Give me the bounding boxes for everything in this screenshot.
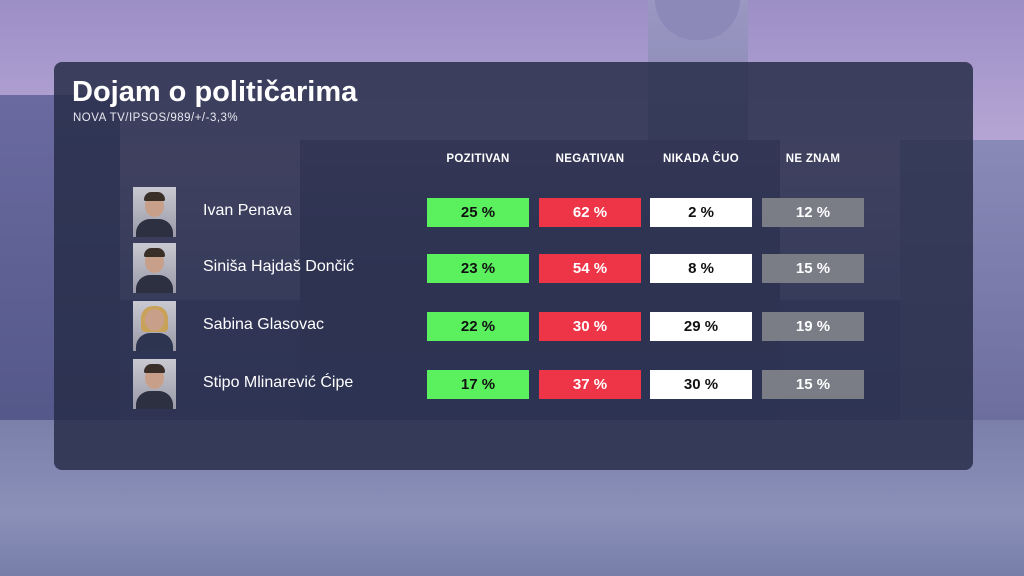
cell-nikada-cuo: 30 % xyxy=(650,370,752,399)
politician-name: Siniša Hajdaš Dončić xyxy=(203,258,355,275)
avatar xyxy=(133,187,176,237)
politician-name: Stipo Mlinarević Ćipe xyxy=(203,374,354,391)
cell-nikada-cuo: 2 % xyxy=(650,198,752,227)
poll-panel: Dojam o političarima NOVA TV/IPSOS/989/+… xyxy=(54,62,973,470)
cell-pozitivan: 22 % xyxy=(427,312,529,341)
column-header-ne-znam: NE ZNAM xyxy=(785,153,841,165)
cell-pozitivan: 25 % xyxy=(427,198,529,227)
cell-pozitivan: 17 % xyxy=(427,370,529,399)
cell-ne-znam: 15 % xyxy=(762,370,864,399)
table-row: Sabina Glasovac 22 % 30 % 29 % 19 % xyxy=(54,301,973,353)
cell-ne-znam: 12 % xyxy=(762,198,864,227)
column-header-negativan: NEGATIVAN xyxy=(555,153,625,165)
avatar xyxy=(133,301,176,351)
politician-name: Sabina Glasovac xyxy=(203,316,324,333)
table-row: Ivan Penava 25 % 62 % 2 % 12 % xyxy=(54,187,973,239)
page-title: Dojam o političarima xyxy=(72,76,358,108)
table-row: Stipo Mlinarević Ćipe 17 % 37 % 30 % 15 … xyxy=(54,359,973,411)
poll-source: NOVA TV/IPSOS/989/+/-3,3% xyxy=(73,112,239,124)
cell-negativan: 37 % xyxy=(539,370,641,399)
cell-negativan: 62 % xyxy=(539,198,641,227)
politician-name: Ivan Penava xyxy=(203,202,292,219)
cell-negativan: 30 % xyxy=(539,312,641,341)
column-header-pozitivan: POZITIVAN xyxy=(446,153,510,165)
cell-ne-znam: 15 % xyxy=(762,254,864,283)
cell-nikada-cuo: 8 % xyxy=(650,254,752,283)
cell-negativan: 54 % xyxy=(539,254,641,283)
cell-pozitivan: 23 % xyxy=(427,254,529,283)
cell-ne-znam: 19 % xyxy=(762,312,864,341)
avatar xyxy=(133,359,176,409)
table-row: Siniša Hajdaš Dončić 23 % 54 % 8 % 15 % xyxy=(54,243,973,295)
cell-nikada-cuo: 29 % xyxy=(650,312,752,341)
avatar xyxy=(133,243,176,293)
column-header-nikada-cuo: NIKADA ČUO xyxy=(662,153,740,165)
